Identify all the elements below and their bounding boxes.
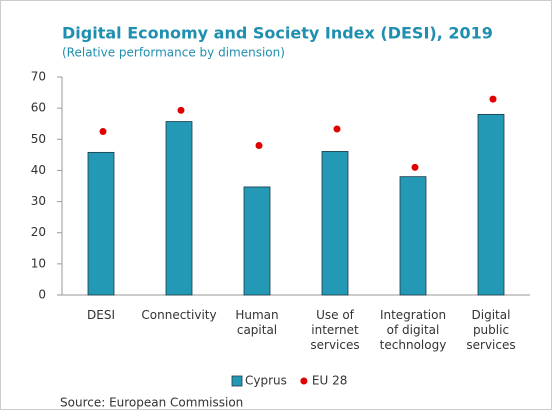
y-tick-label: 50 (31, 132, 46, 146)
x-tick-label: Integration of digital technology (379, 308, 447, 352)
dot (411, 163, 419, 171)
dot (489, 95, 497, 103)
dot (333, 125, 341, 133)
dot (99, 128, 107, 135)
x-tick-label: Use of internet services (310, 308, 360, 352)
x-tick-label: Human capital (235, 308, 279, 337)
x-tick-label: Connectivity (141, 308, 217, 322)
y-tick-label: 20 (31, 225, 46, 239)
chart-title: Digital Economy and Society Index (DESI)… (62, 24, 493, 43)
y-tick-label: 30 (31, 194, 46, 208)
y-tick-label: 0 (38, 288, 46, 302)
y-tick-label: 40 (31, 163, 46, 177)
chart-subtitle: (Relative performance by dimension) (62, 46, 285, 60)
bar (165, 121, 193, 296)
bar (87, 151, 115, 296)
y-tick-label: 60 (31, 101, 46, 115)
dot (177, 106, 185, 114)
legend-swatch (300, 377, 308, 385)
dot (255, 142, 263, 150)
legend-swatch (231, 375, 243, 387)
legend-label: Cyprus (245, 374, 287, 388)
source: Source: European Commission (60, 396, 243, 410)
y-tick-label: 70 (31, 70, 46, 84)
bar (399, 176, 427, 296)
bar (243, 186, 271, 296)
x-tick-label: Digital public services (466, 308, 516, 352)
legend-label: EU 28 (312, 374, 347, 388)
y-tick-label: 10 (31, 256, 46, 270)
x-tick-label: DESI (87, 308, 115, 322)
bar (477, 113, 505, 296)
bar (321, 151, 349, 296)
